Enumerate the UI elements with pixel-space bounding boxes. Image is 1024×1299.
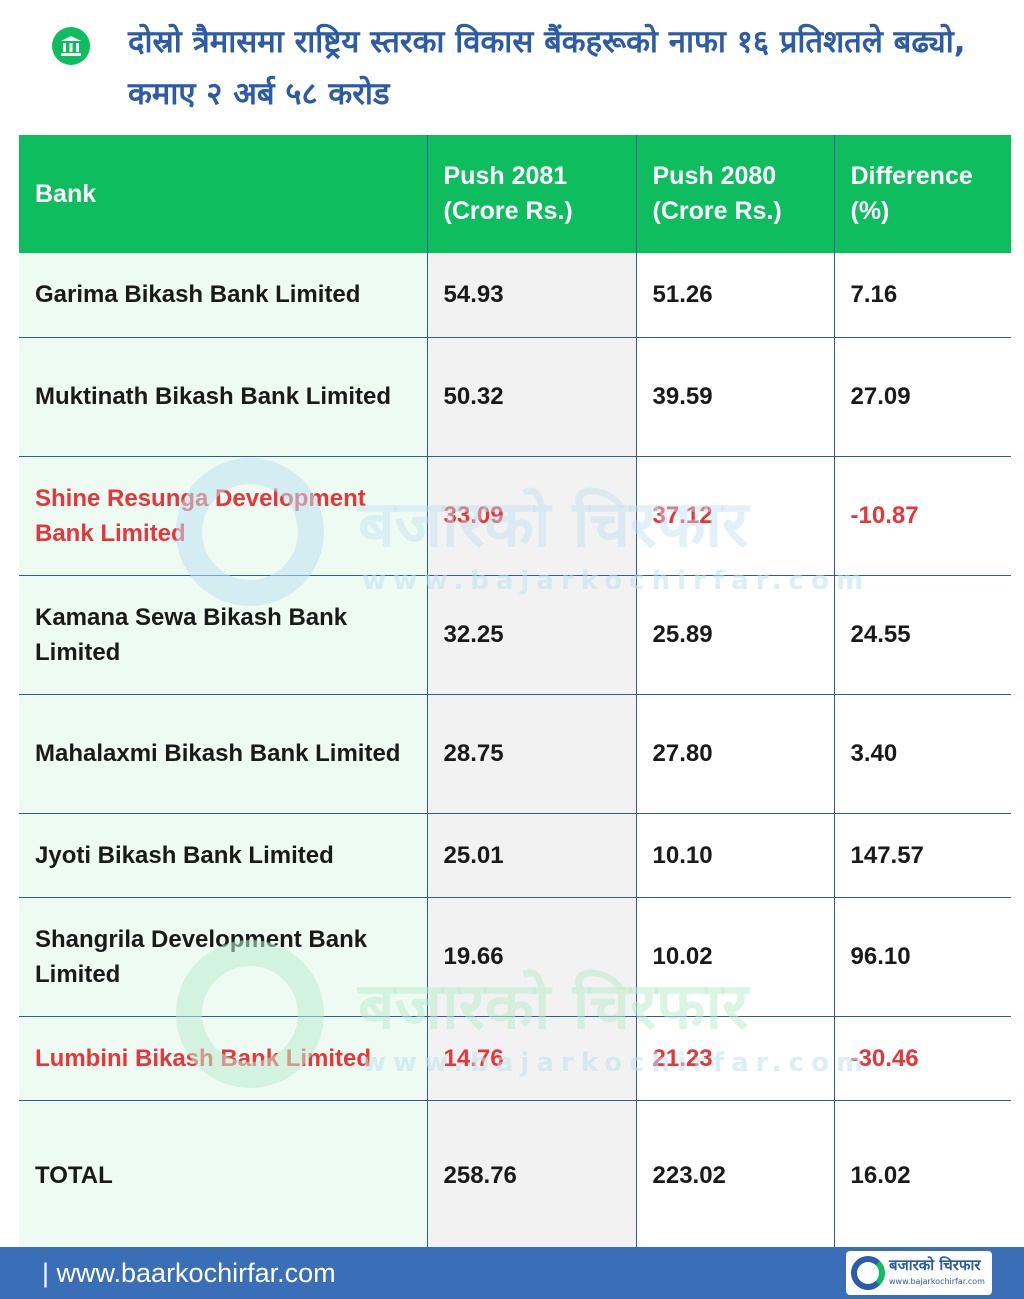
- push-2080-cell: 25.89: [635, 575, 834, 695]
- push-2080-cell: 10.10: [635, 813, 834, 898]
- difference-cell: 7.16: [833, 253, 1011, 338]
- footer-logo-name: बजारको चिरफार: [889, 1256, 981, 1274]
- bank-name-cell: Garima Bikash Bank Limited: [19, 253, 427, 338]
- footer-bar: | www.baarkochirfar.com बजारको चिरफार ww…: [0, 1247, 1024, 1299]
- bank-building-icon: [52, 27, 90, 65]
- push-2080-cell: 39.59: [635, 337, 834, 457]
- footer-logo: बजारको चिरफार www.bajarkochirfar.com: [846, 1251, 992, 1295]
- total-row: TOTAL 258.76 223.02 16.02: [19, 1100, 1011, 1250]
- push-2081-cell: 50.32: [426, 337, 636, 457]
- bank-name-cell: Lumbini Bikash Bank Limited: [19, 1016, 427, 1101]
- bank-name-cell: Mahalaxmi Bikash Bank Limited: [19, 694, 427, 814]
- push-2081-cell: 28.75: [426, 694, 636, 814]
- table-row-negative: Shine Resunga Development Bank Limited 3…: [19, 456, 1011, 576]
- push-2080-cell: 37.12: [635, 456, 834, 576]
- push-2080-cell: 51.26: [635, 253, 834, 338]
- bank-name-cell: Shangrila Development Bank Limited: [19, 897, 427, 1017]
- push-2081-cell: 32.25: [426, 575, 636, 695]
- profit-table-container: Bank Push 2081 (Crore Rs.) Push 2080 (Cr…: [19, 135, 1011, 1250]
- push-2080-cell: 21.23: [635, 1016, 834, 1101]
- push-2081-cell: 33.09: [426, 456, 636, 576]
- table-row: Garima Bikash Bank Limited 54.93 51.26 7…: [19, 253, 1011, 338]
- bank-name-cell: Jyoti Bikash Bank Limited: [19, 813, 427, 898]
- push-2081-cell: 25.01: [426, 813, 636, 898]
- table-row: Kamana Sewa Bikash Bank Limited 32.25 25…: [19, 575, 1011, 695]
- page-title: दोस्रो त्रैमासमा राष्ट्रिय स्तरका विकास …: [128, 24, 966, 112]
- header: दोस्रो त्रैमासमा राष्ट्रिय स्तरका विकास …: [0, 0, 1024, 130]
- column-header-push-2081: Push 2081 (Crore Rs.): [426, 135, 636, 253]
- column-header-bank: Bank: [19, 135, 427, 253]
- table-row: Mahalaxmi Bikash Bank Limited 28.75 27.8…: [19, 694, 1011, 814]
- difference-cell: 96.10: [833, 897, 1011, 1017]
- table-row: Muktinath Bikash Bank Limited 50.32 39.5…: [19, 337, 1011, 457]
- push-2081-cell: 54.93: [426, 253, 636, 338]
- total-label-cell: TOTAL: [19, 1100, 427, 1250]
- bank-name-cell: Kamana Sewa Bikash Bank Limited: [19, 575, 427, 695]
- table-row: Shangrila Development Bank Limited 19.66…: [19, 897, 1011, 1017]
- difference-cell: -30.46: [833, 1016, 1011, 1101]
- table-header-row: Bank Push 2081 (Crore Rs.) Push 2080 (Cr…: [19, 135, 1011, 253]
- footer-logo-url: www.bajarkochirfar.com: [889, 1277, 985, 1286]
- difference-cell: -10.87: [833, 456, 1011, 576]
- difference-cell: 27.09: [833, 337, 1011, 457]
- difference-cell: 24.55: [833, 575, 1011, 695]
- footer-website-link[interactable]: | www.baarkochirfar.com: [42, 1258, 336, 1288]
- column-header-push-2080: Push 2080 (Crore Rs.): [635, 135, 834, 253]
- difference-cell: 147.57: [833, 813, 1011, 898]
- brand-logo-icon: [851, 1256, 885, 1290]
- push-2081-cell: 19.66: [426, 897, 636, 1017]
- bank-name-cell: Shine Resunga Development Bank Limited: [19, 456, 427, 576]
- total-push-2081-cell: 258.76: [426, 1100, 636, 1250]
- bank-name-cell: Muktinath Bikash Bank Limited: [19, 337, 427, 457]
- total-difference-cell: 16.02: [833, 1100, 1011, 1250]
- table-row-negative: Lumbini Bikash Bank Limited 14.76 21.23 …: [19, 1016, 1011, 1101]
- difference-cell: 3.40: [833, 694, 1011, 814]
- profit-table: Bank Push 2081 (Crore Rs.) Push 2080 (Cr…: [19, 135, 1011, 1250]
- push-2081-cell: 14.76: [426, 1016, 636, 1101]
- push-2080-cell: 10.02: [635, 897, 834, 1017]
- table-row: Jyoti Bikash Bank Limited 25.01 10.10 14…: [19, 813, 1011, 898]
- total-push-2080-cell: 223.02: [635, 1100, 834, 1250]
- column-header-difference: Difference (%): [833, 135, 1011, 253]
- push-2080-cell: 27.80: [635, 694, 834, 814]
